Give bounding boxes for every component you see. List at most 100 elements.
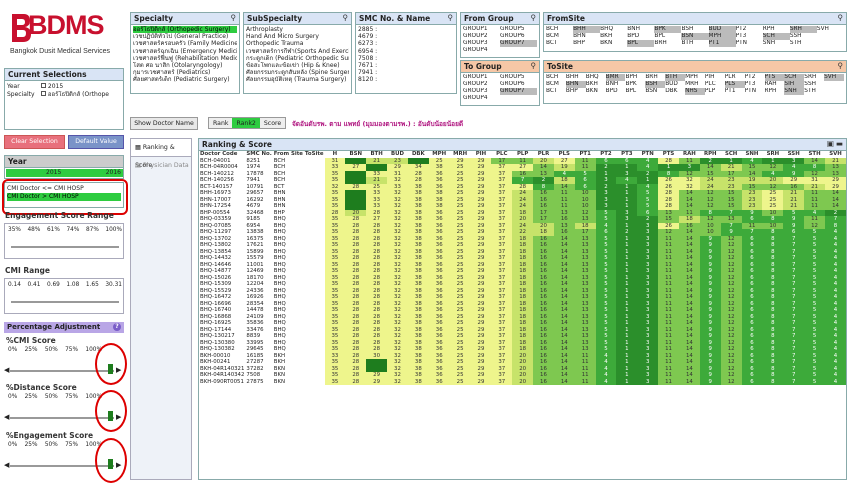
subspecialty-listbox[interactable]: SubSpecialty ⚲ Arthroplasty Hand And Micr… [243, 12, 352, 94]
table-row[interactable]: BHQ-11297 13838 BHQ 35 28 28 32 38 36 25 29 37 22 18 1… [199, 229, 846, 236]
table-row[interactable]: BHQ-130380 33995 BHQ 35 28 28 32 38 36 25 29 37 18 16… [199, 339, 846, 346]
site-item[interactable]: BTH [665, 74, 686, 81]
column-header[interactable]: From Site [273, 151, 303, 157]
site-item[interactable]: STH [804, 88, 816, 94]
table-row[interactable]: BHQ-17144 33476 BHQ 35 28 28 32 38 36 25 29 37 18 16 1… [199, 326, 846, 333]
site-item[interactable]: PLP [704, 88, 716, 94]
table-row[interactable]: BHQ-14877 12469 BHQ 35 28 28 32 38 36 25 29 37 18 16 1… [199, 268, 846, 275]
site-item[interactable]: SRH [789, 26, 817, 33]
site-item[interactable]: BSH [681, 26, 694, 32]
site-item[interactable]: MRH [685, 81, 699, 87]
table-row[interactable]: BHQ-130382 29645 BHQ 35 28 28 32 38 36 25 29 37 18 16… [199, 346, 846, 353]
site-item[interactable]: PIH [704, 74, 715, 80]
site-item[interactable]: MPH [708, 33, 736, 40]
table-row[interactable]: BHQ-07085 6954 BHQ 35 28 28 32 38 36 25 29 37 24 20 13… [199, 222, 846, 229]
year-slider[interactable]: 2015 2016 [6, 169, 123, 177]
site-item[interactable]: PLR [724, 74, 736, 80]
site-item[interactable]: BHQ [585, 74, 599, 80]
search-icon[interactable]: ⚲ [342, 13, 349, 22]
table-row[interactable]: BHQ-16472 16926 BHQ 35 28 28 32 38 36 25 29 37 18 16 1… [199, 294, 846, 301]
column-header[interactable]: SRH [766, 151, 780, 157]
site-item[interactable]: BHN [565, 81, 586, 88]
list-item[interactable]: เวชปฏิบัติทั่วไป (General Practice) [133, 33, 229, 41]
site-item[interactable]: BUD [708, 26, 736, 33]
site-item[interactable]: BCT [546, 40, 558, 46]
cmi-doctor-option-lte[interactable]: CMI Doctor <= CMI HOSP [7, 185, 84, 192]
checkbox-icon[interactable] [41, 91, 46, 96]
list-item[interactable]: ศัลยกรรมอุบัติเหตุ (Trauma Surgery) [246, 76, 347, 84]
slider-track[interactable] [10, 465, 114, 467]
site-item[interactable]: RPH [762, 26, 775, 32]
site-item[interactable] [824, 81, 844, 88]
search-icon[interactable]: ⚲ [837, 13, 844, 22]
column-header[interactable]: SCH [724, 151, 738, 157]
list-item[interactable]: 7508 : [358, 54, 378, 62]
column-header[interactable]: MPH [432, 151, 447, 157]
site-item[interactable]: BPD [605, 88, 618, 94]
site-item[interactable]: BUD [665, 81, 678, 87]
table-row[interactable]: BHQ-03359 9185 BHQ 35 28 27 32 38 36 25 29 37 20 17 16… [199, 216, 846, 223]
column-header[interactable]: PT3 [621, 151, 633, 157]
site-item[interactable]: SSH [804, 81, 816, 87]
help-icon[interactable]: ? [113, 323, 121, 331]
slider-track[interactable] [11, 246, 119, 248]
column-header[interactable]: PT2 [600, 151, 612, 157]
site-item[interactable]: BKN [585, 88, 598, 94]
table-row[interactable]: BHQ-15026 18170 BHQ 35 28 28 32 38 36 25 29 37 18 16 1… [199, 274, 846, 281]
table-row[interactable]: BCH-04R0004 1974 BCH 33 27 29 34 38 25 29 37 27 14 19… [199, 164, 846, 171]
column-header[interactable]: SVH [829, 151, 842, 157]
site-item[interactable]: PLC [704, 81, 716, 87]
column-header[interactable]: PTS [662, 151, 675, 157]
site-item[interactable]: PT2 [744, 74, 756, 80]
site-item[interactable]: SVH [816, 26, 829, 32]
search-icon[interactable]: ⚲ [837, 61, 844, 70]
site-item[interactable]: PT1 [724, 88, 736, 94]
default-value-button[interactable]: Default Value [68, 135, 124, 149]
site-item[interactable] [817, 40, 844, 47]
site-item[interactable]: STH [789, 40, 802, 46]
site-item[interactable]: BHP [565, 88, 578, 94]
list-item[interactable]: GROUP7 [500, 88, 537, 95]
site-item[interactable]: PT2 [735, 26, 747, 32]
from-group-listbox[interactable]: From Group ⚲ GROUP1 GROUP5 GROUP2 GROUP6 GR… [460, 12, 540, 58]
site-item[interactable]: BPD [627, 33, 640, 39]
site-item[interactable]: SCH [762, 33, 790, 40]
column-header[interactable]: PLR [537, 151, 550, 157]
site-item[interactable]: BHH [565, 74, 579, 80]
site-item[interactable]: PT3 [735, 33, 747, 39]
list-item[interactable]: เวชศาสตร์ฟื้นฟู (Rehabilitation Medicine… [133, 54, 237, 62]
table-row[interactable]: BHQ-16925 35836 BHQ 35 28 28 32 38 36 25 29 37 18 16 1… [199, 320, 846, 327]
site-item[interactable]: BNH [605, 81, 619, 87]
site-item[interactable]: PTN [744, 88, 757, 94]
site-item[interactable]: RAH [764, 81, 777, 87]
site-item[interactable]: BCH [546, 74, 559, 80]
search-icon[interactable]: ⚲ [230, 13, 237, 22]
slider-left-arrow-icon[interactable]: ◀ [4, 461, 10, 469]
clear-selection-button[interactable]: Clear Selection [4, 135, 65, 149]
site-item[interactable]: BHH [573, 26, 601, 33]
site-item[interactable]: BTH [681, 40, 694, 46]
tab-ranking-score[interactable]: ▦ Ranking & Score [131, 139, 191, 169]
list-item[interactable]: เวชศาสตร์ครอบครัว (Family Medicine) [133, 40, 237, 48]
checkbox-icon[interactable] [41, 83, 46, 88]
table-row[interactable]: BHQ-13802 17621 BHQ 35 28 28 32 38 36 25 29 37 18 16 1… [199, 242, 846, 249]
table-row[interactable]: BCH-140212 17878 BCH 35 33 31 28 36 25 29 37 16 13 4 5… [199, 170, 846, 177]
column-header[interactable]: PT1 [579, 151, 591, 157]
site-item[interactable]: PTS [764, 74, 785, 81]
table-row[interactable]: BKH-04R140321 37282 BKN 35 28 32 38 36 25 29 37 20 1… [199, 365, 846, 372]
list-item[interactable]: GROUP6 [500, 81, 525, 87]
site-item[interactable]: BCM [546, 81, 559, 87]
table-row[interactable]: BHQ-16740 14478 BHQ 35 28 28 32 38 36 25 29 37 18 16 1… [199, 307, 846, 314]
slider-left-arrow-icon[interactable]: ◀ [4, 366, 10, 374]
site-item[interactable]: BKH [585, 81, 598, 87]
site-item[interactable]: SNH [762, 40, 776, 46]
site-item[interactable]: BSN [645, 88, 658, 94]
list-item[interactable]: 6273 : [358, 40, 378, 48]
search-icon[interactable]: ⚲ [530, 13, 537, 22]
site-item[interactable] [824, 88, 844, 95]
site-item[interactable]: SCH [784, 74, 805, 81]
list-item[interactable]: Arthroplasty [246, 26, 283, 33]
site-item[interactable]: BPL [654, 33, 666, 39]
table-row[interactable]: BHQ-13854 15899 BHQ 35 28 28 32 38 36 25 29 37 18 16 1… [199, 248, 846, 255]
column-header[interactable]: RPH [703, 151, 717, 157]
